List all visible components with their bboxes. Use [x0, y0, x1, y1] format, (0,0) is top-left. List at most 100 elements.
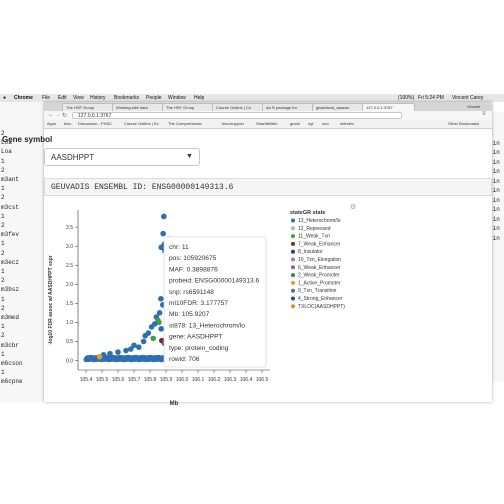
terminal-line: gin [489, 158, 500, 166]
apple-menu-icon[interactable]: ● [3, 95, 7, 101]
menu-view[interactable]: View [73, 95, 84, 101]
bookmark-comprehensive[interactable]: The Comprehensiv [168, 121, 202, 126]
menu-file[interactable]: File [42, 95, 51, 101]
terminal-line: 1 [1, 185, 5, 193]
gene-select[interactable]: AASDHPPT [44, 148, 200, 166]
y-tick-label: 2.5 [66, 263, 73, 269]
tab-active[interactable]: 127.0.0.1:3767 [362, 103, 415, 112]
x-tick-label: 106.4 [240, 377, 253, 383]
terminal-line: 2 [1, 194, 5, 202]
terminal-line: gin [489, 168, 500, 175]
y-tick-label: 1.5 [66, 301, 73, 307]
legend-label: 9_Txn_Transition [298, 288, 337, 294]
data-point [107, 350, 113, 357]
tooltip-line: snp: rs6591148 [169, 289, 214, 296]
legend-title: stateGR state [290, 210, 325, 216]
terminal-line: 1 [1, 157, 5, 165]
menu-edit[interactable]: Edit [58, 95, 67, 101]
battery-status[interactable]: (100%) [398, 95, 415, 101]
x-tick-label: 106.2 [208, 377, 221, 383]
terminal-line: 1 [1, 240, 5, 248]
back-icon[interactable]: ← [48, 112, 54, 118]
legend-swatch [291, 296, 295, 301]
terminal-line: m3bsz [1, 286, 20, 294]
profile-tab[interactable]: Vincent [464, 103, 491, 111]
x-tick-label: 106.0 [176, 377, 189, 383]
data-point [136, 344, 142, 350]
tooltip-line: MAF: 0.3898876 [169, 266, 218, 273]
menu-bar: ● Chrome File Edit View History Bookmark… [0, 94, 504, 102]
terminal-line: gin [489, 149, 500, 156]
ensembl-id-output: GEUVADIS ENSEMBL ID: ENSG00000149313.6 [44, 178, 492, 196]
menu-people[interactable]: People [146, 95, 162, 101]
bookmark-mfindex[interactable]: mfindex [340, 121, 355, 126]
terminal-line: gin [489, 187, 500, 194]
bookmark-sharwebeh[interactable]: SharWeBeh [256, 121, 278, 126]
menu-window[interactable]: Window [168, 95, 186, 101]
app-menu[interactable]: Chrome [14, 95, 33, 101]
bookmark-support[interactable]: bioc/support [222, 121, 244, 126]
terminal-line: 2 [1, 249, 5, 257]
terminal-line: 1 [1, 369, 5, 377]
data-point [156, 310, 163, 316]
terminal-line: gin [489, 234, 500, 242]
x-axis-label: Mb [170, 401, 179, 407]
x-tick-label: 105.8 [144, 377, 157, 383]
terminal-line: 2 [1, 304, 5, 312]
terminal-line: 2 [1, 166, 5, 174]
data-point [158, 326, 164, 332]
bookmark-neo[interactable]: neo [322, 121, 329, 126]
terminal-line: 2 [1, 277, 5, 285]
bookmark-apps[interactable]: Apps [47, 121, 57, 126]
bookmark-nyt[interactable]: nyt [308, 121, 314, 126]
y-tick-label: 3.5 [66, 225, 73, 231]
terminal-line: gin [489, 215, 500, 223]
terminal-line: Loa [1, 139, 12, 147]
terminal-line: 2 [1, 222, 5, 229]
scatter-chart[interactable]: 0.0 0.5 1.0 1.5 2.0 2.5 3.0 3.5 105.4 105.5 105.6… [44, 200, 364, 412]
url-bar[interactable]: 127.0.0.1:3767 [72, 112, 402, 119]
bookmark-discussion[interactable]: Discussion - PHSC [78, 121, 113, 126]
x-tick-label: 105.9 [160, 377, 173, 383]
legend-label: 10_Txn_Elongation [298, 257, 341, 263]
forward-icon[interactable]: → [55, 112, 61, 118]
data-point [158, 244, 164, 251]
legend-swatch [291, 280, 295, 285]
legend-swatch [291, 273, 295, 278]
legend-swatch [291, 241, 295, 246]
bookmark-course[interactable]: Course Outline | Ex [124, 121, 159, 126]
menu-icon[interactable]: ≡ [482, 111, 486, 117]
terminal-line: m6cson [1, 360, 23, 367]
y-tick-label: 2.0 [66, 282, 73, 288]
legend-label: 8_Insulator [298, 249, 323, 255]
data-point [150, 335, 156, 342]
data-point [160, 230, 166, 237]
legend-label: 4_Strong_Enhancer [298, 296, 343, 302]
dropdown-arrow-icon[interactable]: ▼ [186, 153, 193, 160]
menu-help[interactable]: Help [194, 95, 205, 101]
user-name[interactable]: Vincent Carey [452, 95, 484, 101]
y-tick-label: 3.0 [66, 244, 73, 250]
reload-icon[interactable]: ↻ [62, 113, 68, 119]
tooltip-line: Mb: 105.9207 [169, 311, 210, 318]
y-axis-label: -log10 FDR assoc w/ AASDHPPT expr [48, 255, 54, 344]
tooltip-line: gene: AASDHPPT [169, 334, 223, 341]
menu-history[interactable]: History [90, 95, 106, 101]
legend-label: TXLOC(AASDHPPT) [298, 304, 345, 310]
data-point [148, 324, 155, 330]
gear-icon[interactable]: ⚙ [350, 203, 356, 211]
x-tick-label: 105.6 [112, 377, 125, 383]
data-point [161, 213, 167, 220]
clock[interactable]: Fri 5:24 PM [418, 95, 444, 101]
terminal-line: m3fev [1, 231, 20, 239]
terminal-line: gin [489, 225, 500, 232]
gene-symbol-label: Gene symbol [2, 135, 53, 144]
data-point [142, 332, 148, 339]
bookmark-other[interactable]: Other Bookmarks [448, 121, 480, 126]
terminal-line: gin [489, 139, 500, 147]
legend-swatch [291, 234, 295, 239]
bookmark-gmail[interactable]: gmail [290, 121, 300, 126]
menu-bookmarks[interactable]: Bookmarks [114, 95, 140, 101]
bookmark-bioc[interactable]: bioc [64, 121, 72, 126]
legend-label: 1_Active_Promoter [298, 280, 341, 286]
